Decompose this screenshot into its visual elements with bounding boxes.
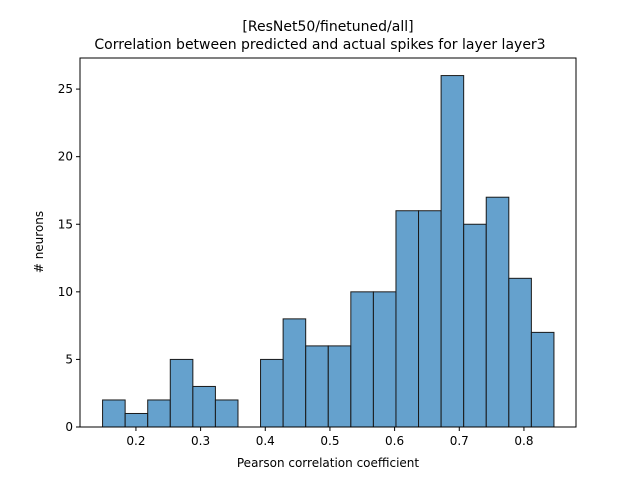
x-axis-label: Pearson correlation coefficient [237, 456, 420, 470]
histogram-bar [418, 210, 442, 428]
chart-title-line1: [ResNet50/finetuned/all] [242, 19, 413, 35]
y-axis-ticks: 0 5 10 15 20 25 [58, 82, 80, 434]
histogram-bar [192, 385, 216, 428]
plot-frame [79, 57, 577, 428]
y-tick-label: 20 [58, 150, 73, 164]
y-axis-label: # neurons [32, 211, 46, 273]
histogram-bars [102, 75, 555, 428]
x-tick-label: 0.3 [191, 434, 210, 448]
histogram-bar [124, 412, 149, 428]
histogram-bar [463, 223, 487, 428]
histogram-bar [350, 291, 374, 428]
histogram-bar [395, 210, 420, 428]
histogram-bar [102, 399, 126, 428]
histogram-bar [440, 75, 465, 428]
histogram-bar [282, 318, 307, 428]
x-tick-label: 0.2 [126, 434, 145, 448]
histogram-bar [305, 345, 329, 428]
histogram-bar [485, 196, 510, 428]
y-tick-label: 5 [65, 352, 73, 366]
x-tick-label: 0.8 [514, 434, 533, 448]
x-axis-ticks: 0.2 0.3 0.4 0.5 0.6 0.7 0.8 [126, 427, 533, 448]
histogram-bar [327, 345, 352, 428]
histogram-bar [508, 277, 532, 428]
histogram-bar [169, 358, 194, 428]
histogram-bar [530, 331, 555, 428]
chart-title-line2: Correlation between predicted and actual… [94, 37, 545, 53]
histogram-bar [372, 291, 397, 428]
y-tick-label: 25 [58, 82, 73, 96]
y-tick-label: 10 [58, 285, 73, 299]
histogram-bar [147, 399, 171, 428]
y-tick-label: 0 [65, 420, 73, 434]
x-tick-label: 0.5 [320, 434, 339, 448]
histogram-bar [214, 399, 239, 428]
x-tick-label: 0.6 [385, 434, 404, 448]
y-tick-label: 15 [58, 217, 73, 231]
x-tick-label: 0.7 [450, 434, 469, 448]
histogram-bar [260, 358, 284, 428]
x-tick-label: 0.4 [256, 434, 275, 448]
